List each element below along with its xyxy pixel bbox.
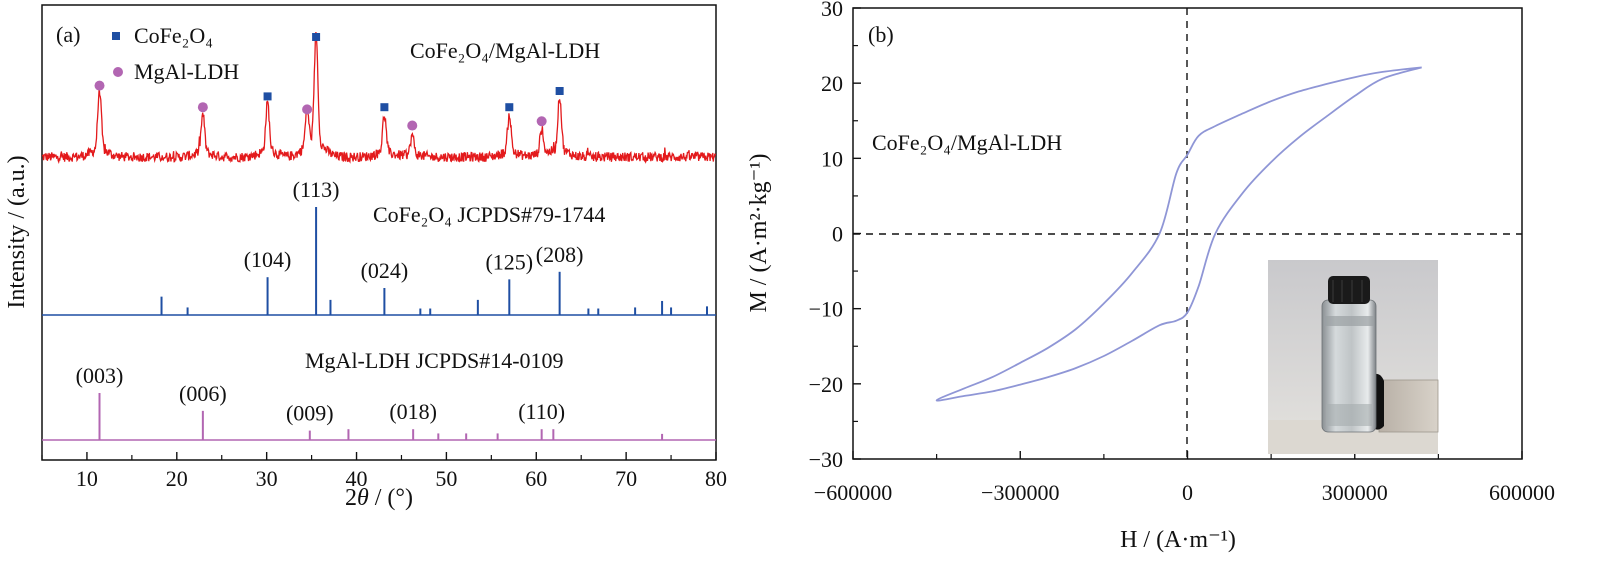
cofe2o4-peak-marker [505, 103, 514, 112]
x-tick-label: 30 [256, 466, 278, 491]
y-tick-label: 10 [821, 146, 843, 171]
miller-index-label: (104) [244, 247, 292, 272]
mgal-peak-marker [302, 104, 313, 115]
mgal-peak-marker [407, 120, 418, 131]
panel-a-legend: CoFe₂O₄ MgAl-LDH [112, 23, 239, 84]
panel-b-x-axis-label: H / (A·m⁻¹) [1120, 527, 1236, 553]
panel-a-x-ticks: 10 20 30 40 50 60 70 80 [41, 452, 727, 491]
panel-a: (a) CoFe₂O₄ MgAl-LDH CoFe₂O₄/MgAl-LDH (1… [4, 4, 727, 511]
panel-a-frame [41, 4, 717, 461]
miller-index-label: (024) [361, 258, 409, 283]
x-tick-label: 10 [76, 466, 98, 491]
legend-label-mgal-ldh: MgAl-LDH [134, 59, 239, 84]
vial-photo-inset [1268, 260, 1439, 454]
mgal-peak-marker [94, 80, 105, 91]
y-tick-label: −10 [809, 297, 843, 322]
x-tick-label: 60 [525, 466, 547, 491]
miller-index-label: (110) [518, 399, 565, 424]
panel-b-annotation: CoFe₂O₄/MgAl-LDH [872, 130, 1062, 155]
x-tick-label: −600000 [814, 480, 892, 505]
miller-index-label: (018) [389, 399, 437, 424]
mgal-ldh-reference-label: MgAl-LDH JCPDS#14-0109 [305, 348, 564, 373]
miller-index-label: (208) [536, 242, 584, 267]
panel-b-x-ticks: −600000 −300000 0 300000 600000 [814, 451, 1555, 505]
y-tick-label: 30 [821, 0, 843, 21]
panel-a-x-axis-label: 2θ / (°) [345, 485, 413, 511]
panel-a-y-axis-label: Intensity / (a.u.) [4, 155, 30, 308]
phase-markers [94, 33, 564, 131]
x-tick-label: 20 [166, 466, 188, 491]
x-tick-label: −300000 [981, 480, 1059, 505]
legend-marker-mgal-ldh [113, 67, 123, 77]
sample-label: CoFe₂O₄/MgAl-LDH [410, 38, 600, 63]
panel-a-label: (a) [56, 22, 80, 47]
cofe2o4-peak-marker [380, 103, 389, 112]
cofe2o4-reference-label: CoFe₂O₄ JCPDS#79-1744 [373, 202, 605, 227]
miller-index-label: (009) [286, 401, 334, 426]
cofe2o4-reference-sticks: (104) (113) (024) (125) (208) [160, 177, 709, 315]
cofe2o4-peak-marker [555, 87, 564, 95]
mgal-peak-marker [536, 116, 547, 127]
legend-label-cofe2o4: CoFe₂O₄ [134, 23, 213, 48]
xrd-pattern-line [41, 31, 717, 164]
mgal-ldh-reference-sticks: (003) (006) (009) (018) (110) [76, 363, 664, 440]
cofe2o4-peak-marker [312, 33, 321, 41]
hysteresis-loop-line [935, 66, 1422, 402]
x-tick-label: 70 [615, 466, 637, 491]
x-tick-label: 40 [346, 466, 368, 491]
panel-b-label: (b) [868, 22, 894, 47]
y-tick-label: 0 [832, 222, 843, 247]
x-tick-label: 0 [1182, 480, 1193, 505]
legend-marker-cofe2o4 [112, 32, 120, 40]
miller-index-label: (125) [485, 249, 533, 274]
y-tick-label: 20 [821, 71, 843, 96]
miller-index-label: (113) [293, 177, 340, 202]
mgal-peak-marker [197, 102, 208, 113]
panel-b-y-ticks: −30 −20 −10 0 10 20 30 [809, 0, 861, 472]
x-tick-label: 50 [435, 466, 457, 491]
y-tick-label: −20 [809, 372, 843, 397]
x-tick-label: 80 [705, 466, 727, 491]
x-tick-label: 600000 [1489, 480, 1555, 505]
miller-index-label: (006) [179, 381, 227, 406]
miller-index-label: (003) [76, 363, 124, 388]
x-tick-label: 300000 [1322, 480, 1388, 505]
cofe2o4-peak-marker [263, 92, 272, 101]
panel-b-y-axis-label: M / (A·m²·kg⁻¹) [746, 153, 772, 312]
panel-b: (b) −600000 −300000 0 300000 600000 −30 −20 −1… [746, 0, 1555, 553]
y-tick-label: −30 [809, 447, 843, 472]
